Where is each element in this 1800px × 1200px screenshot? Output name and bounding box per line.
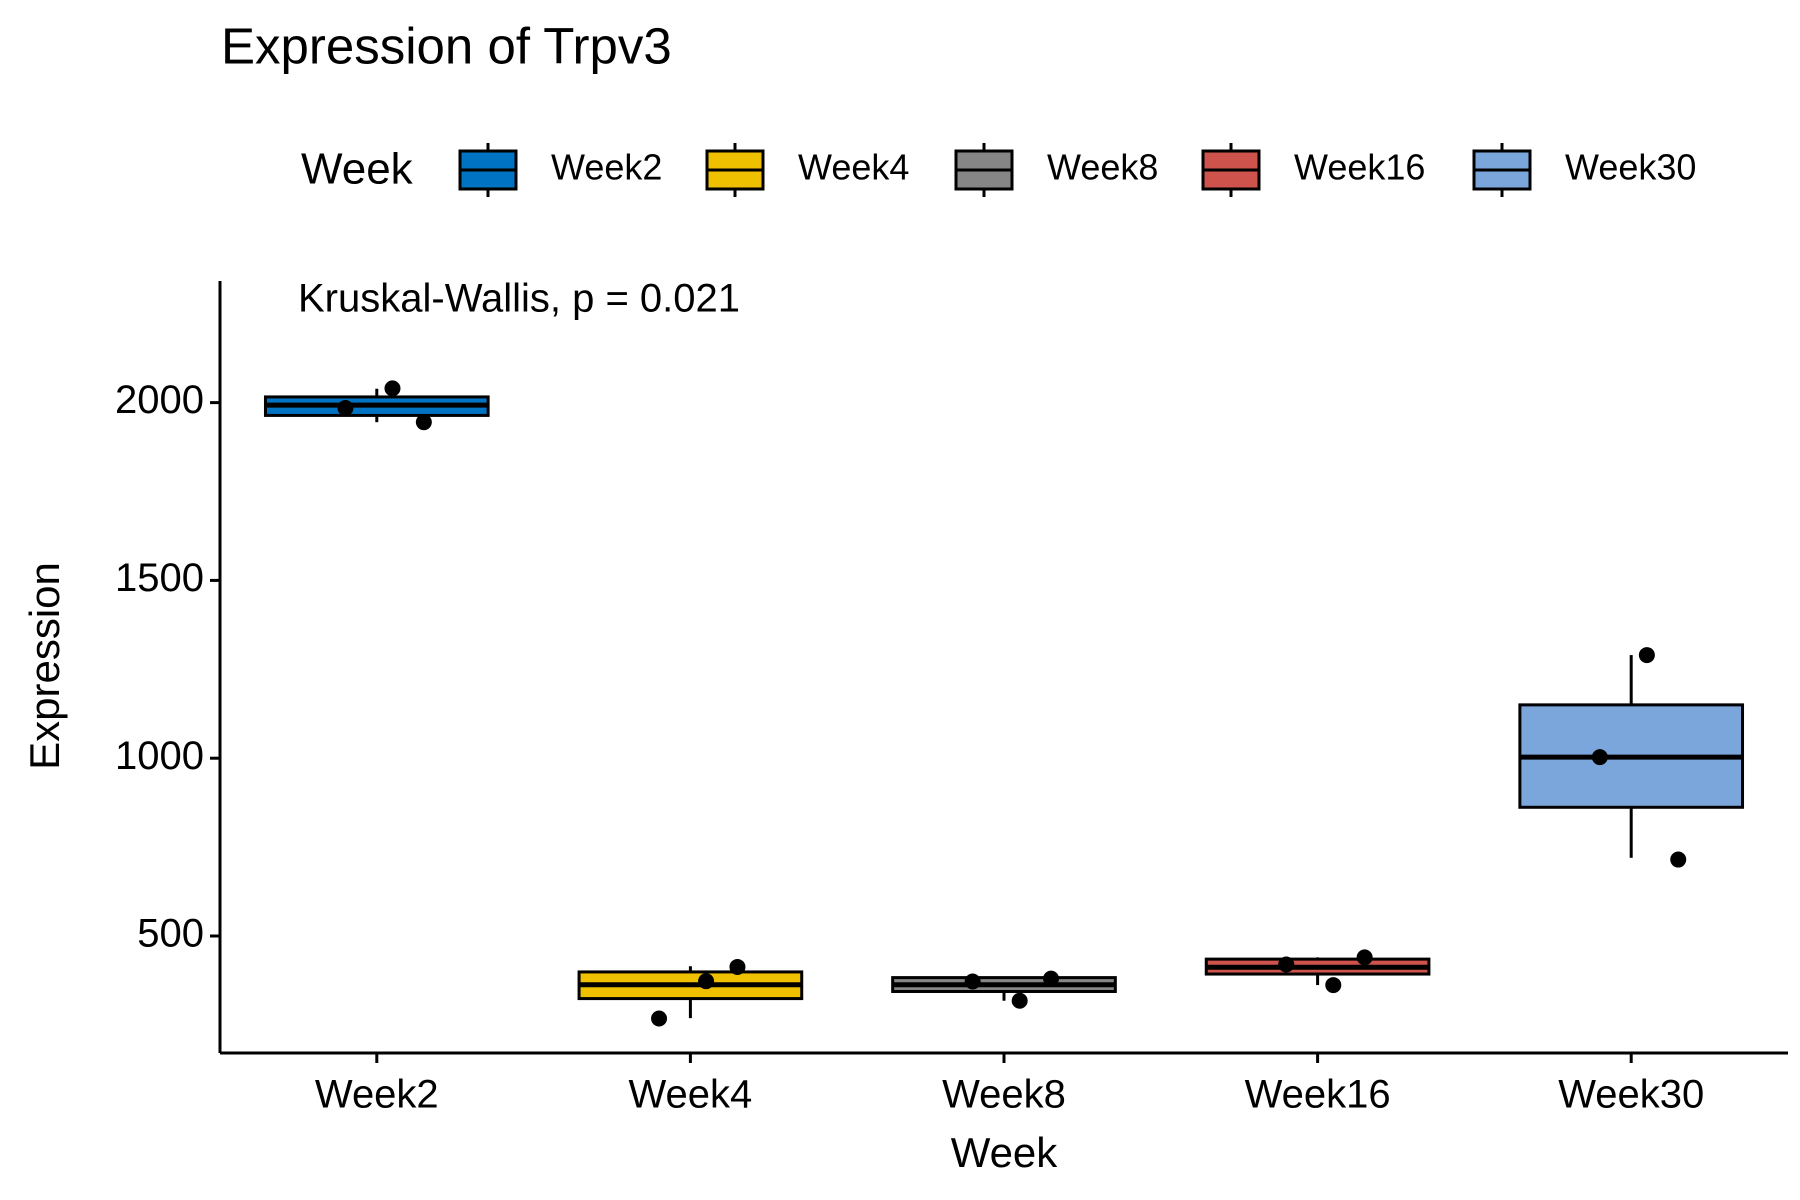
legend-label: Week16	[1294, 147, 1425, 188]
data-point	[698, 973, 715, 990]
data-point	[1670, 851, 1687, 868]
legend-label: Week2	[551, 147, 662, 188]
legend-label: Week4	[798, 147, 909, 188]
x-tick-label: Week8	[942, 1073, 1066, 1117]
y-axis-label: Expression	[21, 562, 68, 770]
data-point	[651, 1010, 668, 1027]
x-tick-label: Week2	[315, 1073, 439, 1117]
data-point	[1356, 949, 1373, 966]
y-tick-label: 1500	[115, 556, 204, 600]
x-tick-label: Week16	[1245, 1073, 1391, 1117]
data-point	[1278, 956, 1295, 973]
y-tick-label: 1000	[115, 734, 204, 778]
data-point	[1591, 749, 1608, 766]
legend-title: Week	[301, 145, 414, 194]
data-point	[729, 958, 746, 975]
y-tick-label: 500	[137, 912, 204, 956]
data-point	[1043, 970, 1060, 987]
data-point	[1325, 977, 1342, 994]
data-point	[964, 973, 981, 990]
x-tick-label: Week30	[1558, 1073, 1704, 1117]
data-point	[337, 399, 354, 416]
annotation: Kruskal-Wallis, p = 0.021	[298, 277, 740, 321]
data-point	[384, 380, 401, 397]
chart-title: Expression of Trpv3	[221, 17, 672, 74]
data-point	[1638, 647, 1655, 664]
legend-label: Week8	[1047, 147, 1158, 188]
x-axis-label: Week	[951, 1129, 1059, 1176]
y-tick-label: 2000	[115, 378, 204, 422]
data-point	[415, 414, 432, 431]
legend-label: Week30	[1565, 147, 1696, 188]
x-tick-label: Week4	[629, 1073, 753, 1117]
data-point	[1011, 992, 1028, 1009]
